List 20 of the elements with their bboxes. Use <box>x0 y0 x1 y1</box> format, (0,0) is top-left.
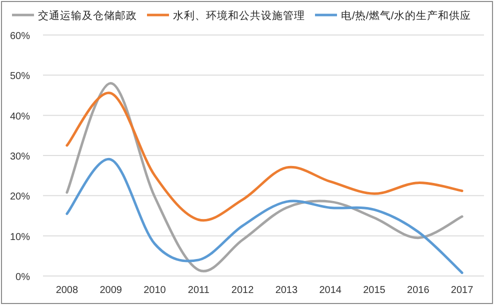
legend-label: 电/热/燃气/水的生产和供应 <box>341 9 471 22</box>
y-tick-label: 50% <box>10 71 30 82</box>
y-tick-label: 30% <box>10 152 30 162</box>
legend-label: 水利、环境和公共设施管理 <box>173 9 305 22</box>
x-tick-label: 2011 <box>188 285 210 296</box>
y-tick-label: 20% <box>10 192 30 203</box>
x-tick-label: 2015 <box>363 285 386 296</box>
x-tick-label: 2009 <box>100 285 122 296</box>
x-tick-label: 2008 <box>56 285 79 296</box>
x-tick-label: 2010 <box>144 285 166 296</box>
x-tick-label: 2012 <box>231 285 254 296</box>
y-tick-label: 0% <box>16 272 30 283</box>
x-tick-label: 2014 <box>319 285 342 296</box>
y-tick-label: 40% <box>10 111 30 122</box>
y-tick-label: 60% <box>10 31 30 42</box>
legend-label: 交通运输及仓储邮政 <box>38 9 137 22</box>
x-tick-label: 2017 <box>450 285 474 296</box>
x-tick-label: 2016 <box>407 285 430 296</box>
y-tick-label: 10% <box>10 232 30 243</box>
x-tick-label: 2013 <box>275 285 298 296</box>
